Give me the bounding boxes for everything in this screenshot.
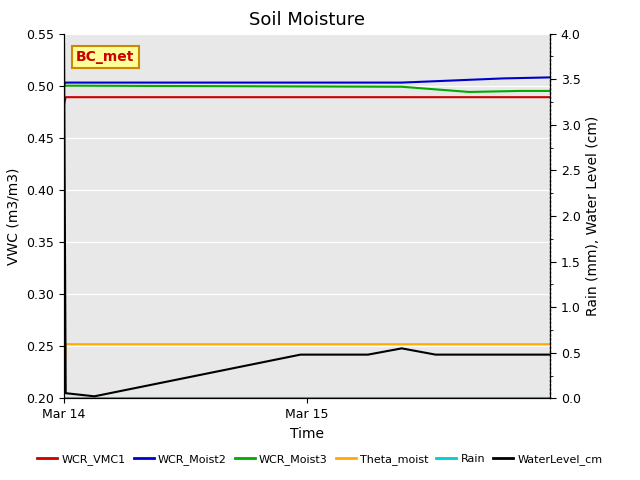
Text: BC_met: BC_met	[76, 50, 134, 64]
X-axis label: Time: Time	[290, 427, 324, 441]
Title: Soil Moisture: Soil Moisture	[249, 11, 365, 29]
Y-axis label: VWC (m3/m3): VWC (m3/m3)	[7, 168, 20, 264]
Y-axis label: Rain (mm), Water Level (cm): Rain (mm), Water Level (cm)	[586, 116, 600, 316]
Legend: WCR_VMC1, WCR_Moist2, WCR_Moist3, Theta_moist, Rain, WaterLevel_cm: WCR_VMC1, WCR_Moist2, WCR_Moist3, Theta_…	[33, 450, 607, 469]
